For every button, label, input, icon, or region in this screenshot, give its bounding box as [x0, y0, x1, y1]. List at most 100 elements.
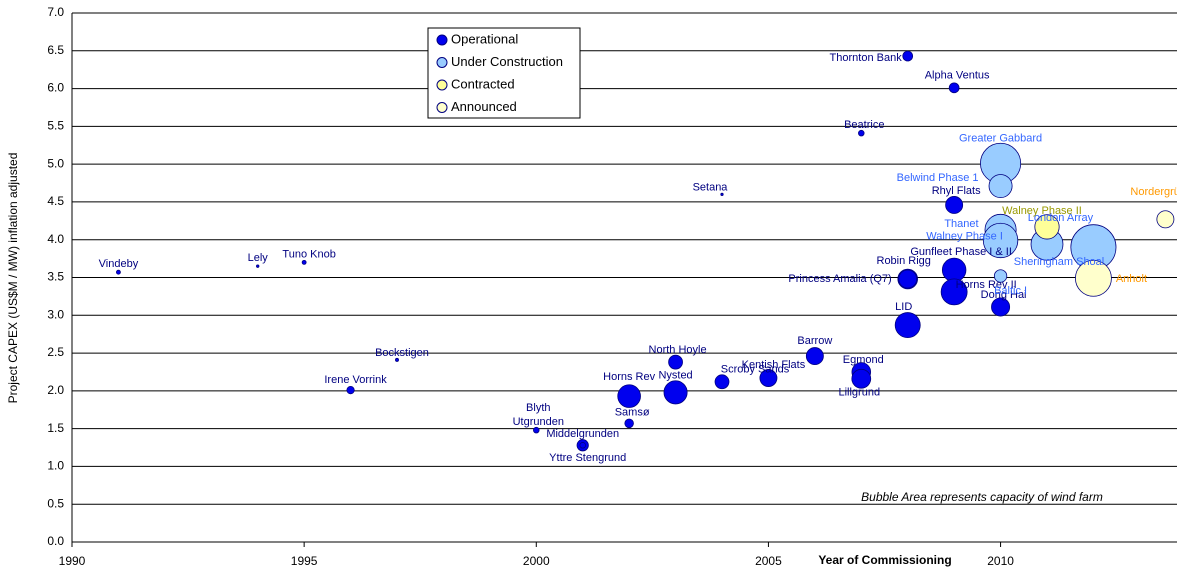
point-label: Irene Vorrink [324, 374, 387, 386]
bubble [759, 369, 778, 387]
point-label: Vindeby [99, 258, 139, 270]
x-tick-label: 2000 [523, 554, 550, 568]
point-label: Belwind Phase 1 [897, 172, 979, 184]
legend-marker [436, 34, 448, 46]
point-label: Samsø [615, 406, 650, 418]
point-label: Alpha Ventus [925, 70, 990, 82]
point-label: Beatrice [844, 119, 884, 131]
point-label: Rhyl Flats [932, 185, 981, 197]
point-label: Utgrunden [513, 416, 564, 428]
point-label: Thanet [944, 218, 978, 230]
point-labels: Vindeby Lely Tuno Knob Irene Vorrink Bocksti… [99, 52, 1177, 464]
bubble [714, 374, 730, 390]
bubble [945, 196, 964, 214]
point-label: Yttre Stengrund [549, 452, 626, 464]
bubble [982, 222, 1019, 259]
y-tick-label: 4.5 [47, 194, 64, 208]
bubble [579, 442, 586, 449]
y-tick-label: 0.0 [47, 534, 64, 548]
legend-label: Contracted [451, 76, 515, 91]
legend-marker [436, 79, 448, 91]
x-tick-label: 2005 [755, 554, 782, 568]
bubble [663, 380, 688, 405]
point-label: Bockstigen [375, 347, 429, 359]
point-label: London Array [1028, 212, 1094, 224]
point-label: Greater Gabbard [959, 132, 1042, 144]
y-tick-label: 6.5 [47, 43, 64, 57]
bubble [346, 385, 355, 395]
point-label: Blyth [526, 402, 550, 414]
y-tick-label: 4.0 [47, 232, 64, 246]
bubble [1034, 214, 1060, 240]
point-label: Setana [693, 181, 729, 193]
bubble [533, 426, 540, 434]
y-tick-label: 7.0 [47, 5, 64, 19]
bubbles [116, 50, 1175, 452]
y-tick-label: 5.5 [47, 119, 64, 133]
bubble [993, 269, 1008, 283]
bubble [720, 192, 724, 196]
y-tick-label: 2.0 [47, 383, 64, 397]
point-label: Scroby Sands [721, 364, 790, 376]
legend-label: Announced [451, 99, 517, 114]
bubble [256, 264, 260, 268]
y-axis-title: Project CAPEX (US$M / MW) inflation adju… [6, 153, 20, 404]
bubble [988, 174, 1013, 199]
bubble [1156, 210, 1175, 229]
y-tick-label: 1.0 [47, 459, 64, 473]
x-tick-label: 2010 [987, 554, 1014, 568]
point-label: Gunfleet Phase I & II [910, 246, 1012, 258]
point-label: Walney Phase I [926, 230, 1003, 242]
legend: Operational Under Construction Contracted A… [427, 27, 581, 119]
point-label: Baltic I [994, 285, 1027, 297]
point-label: Horns Rev II [956, 279, 1017, 291]
bubble [858, 129, 865, 137]
legend-box [427, 27, 581, 119]
legend-marker [436, 57, 448, 68]
y-tick-label: 2.5 [47, 345, 64, 359]
legend-label: Operational [451, 31, 518, 46]
legend-label: Under Construction [451, 54, 563, 69]
point-label: Nordergründe [1130, 186, 1177, 198]
point-label: Lillgrund [838, 387, 880, 399]
y-tick-label: 5.0 [47, 156, 64, 170]
bubble [1075, 259, 1112, 297]
point-label: Horns Rev [603, 371, 655, 383]
annotation: Bubble Area represents capacity of wind … [861, 490, 1103, 504]
bubble [116, 269, 121, 275]
bubble [902, 50, 914, 62]
point-label: Nysted [658, 369, 692, 381]
bubble [898, 269, 918, 289]
point-label: Walney Phase II [1002, 205, 1082, 217]
bubble [624, 418, 634, 429]
point-label: Robin Rigg [877, 255, 931, 267]
legend-marker [436, 102, 448, 113]
bubble [301, 259, 307, 265]
x-tick-label: 1990 [59, 554, 86, 568]
bubble [617, 384, 641, 408]
bubble [991, 297, 1011, 317]
point-label: Princess Amalia (Q7) [788, 273, 891, 285]
y-tick-label: 6.0 [47, 81, 64, 95]
point-label: North Hoyle [649, 344, 707, 356]
point-label: Dong Hai [981, 289, 1027, 301]
point-label: Lely [248, 252, 269, 264]
x-axis-title: Year of Commissioning [818, 553, 951, 567]
point-label: Middelgrunden [546, 428, 619, 440]
y-tick-label: 3.0 [47, 307, 64, 321]
y-tick-label: 0.5 [47, 496, 64, 510]
y-tick-label: 1.5 [47, 421, 64, 435]
point-label: LID [895, 301, 912, 313]
point-label: Egmond [843, 354, 884, 366]
x-tick-label: 1995 [291, 554, 318, 568]
point-label: Sheringham Shoal [1014, 256, 1105, 268]
point-label: Tuno Knob [282, 248, 335, 260]
bubble [668, 354, 683, 370]
bubble [395, 357, 399, 362]
point-label: Barrow [797, 335, 832, 347]
bubble [894, 312, 921, 339]
y-tick-label: 3.5 [47, 270, 64, 284]
bubble [940, 278, 968, 306]
